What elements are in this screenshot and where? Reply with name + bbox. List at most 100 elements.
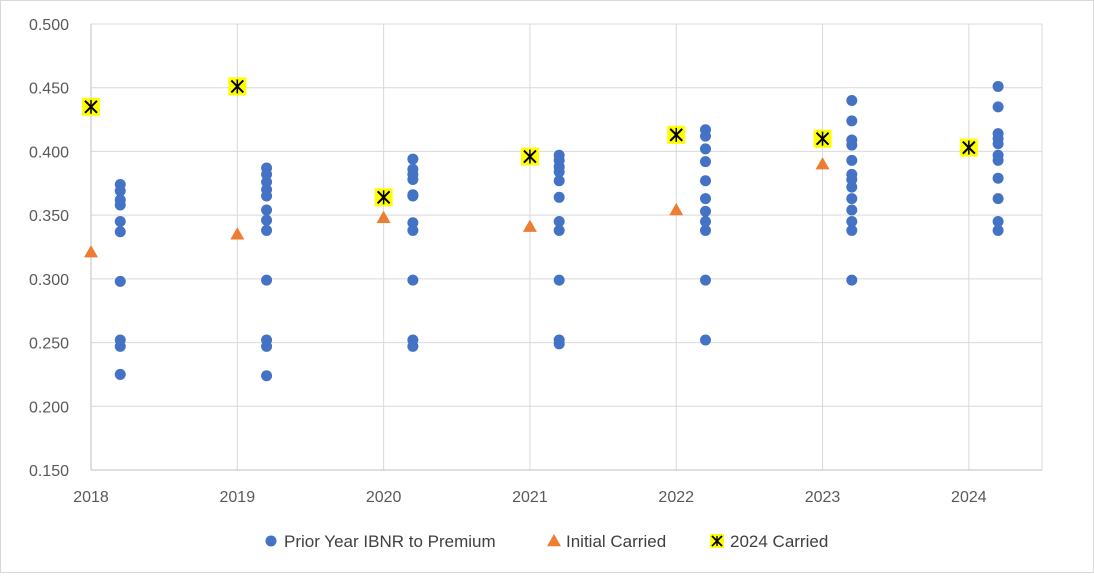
ibnr-point xyxy=(553,175,565,187)
x-tick-label: 2020 xyxy=(366,489,402,506)
initial-carried-point xyxy=(376,210,391,223)
series-carried-2024 xyxy=(82,77,978,207)
ibnr-point xyxy=(114,368,126,380)
ibnr-point xyxy=(699,334,711,346)
series-initial-carried xyxy=(84,157,830,258)
x-tick-label: 2018 xyxy=(73,489,109,506)
ibnr-point xyxy=(261,204,273,216)
ibnr-point xyxy=(407,217,419,229)
ibnr-point xyxy=(846,193,858,205)
ibnr-point xyxy=(407,173,419,185)
ibnr-point xyxy=(846,181,858,193)
ibnr-point xyxy=(992,101,1004,113)
legend-item: Prior Year IBNR to Premium xyxy=(265,532,496,551)
carried-2024-point xyxy=(228,77,247,96)
y-tick-label: 0.500 xyxy=(29,17,69,34)
legend-circle-icon xyxy=(265,535,277,547)
ibnr-point xyxy=(699,193,711,205)
ibnr-point xyxy=(553,216,565,228)
y-tick-label: 0.150 xyxy=(29,463,69,480)
ibnr-point xyxy=(261,176,273,188)
ibnr-point xyxy=(699,175,711,187)
x-tick-label: 2024 xyxy=(951,489,987,506)
ibnr-point xyxy=(114,275,126,287)
ibnr-point xyxy=(407,190,419,202)
initial-carried-point xyxy=(815,157,830,170)
ibnr-point xyxy=(114,216,126,228)
ibnr-point xyxy=(699,205,711,217)
ibnr-point xyxy=(992,154,1004,166)
ibnr-point xyxy=(699,224,711,236)
legend-label: Initial Carried xyxy=(566,532,666,551)
ibnr-point xyxy=(699,143,711,155)
ibnr-point xyxy=(261,224,273,236)
ibnr-point xyxy=(553,274,565,286)
ibnr-point xyxy=(699,156,711,168)
carried-2024-point xyxy=(82,97,100,116)
initial-carried-point xyxy=(84,245,98,258)
carried-2024-point xyxy=(959,138,978,157)
legend-label: 2024 Carried xyxy=(730,532,828,551)
ibnr-point xyxy=(846,274,858,286)
ibnr-point xyxy=(846,216,858,228)
ibnr-point xyxy=(407,153,419,165)
initial-carried-point xyxy=(230,227,245,240)
ibnr-point xyxy=(992,216,1004,228)
x-tick-label: 2022 xyxy=(658,489,694,506)
ibnr-point xyxy=(992,138,1004,150)
carried-2024-point xyxy=(667,125,686,144)
ibnr-point xyxy=(553,191,565,203)
carried-2024-point xyxy=(520,147,539,166)
ibnr-point xyxy=(992,193,1004,205)
ibnr-point xyxy=(846,94,858,106)
ibnr-point xyxy=(992,172,1004,184)
ibnr-point xyxy=(114,199,126,211)
ibnr-point xyxy=(553,224,565,236)
y-tick-label: 0.350 xyxy=(29,208,69,225)
ibnr-point xyxy=(261,168,273,180)
ibnr-point xyxy=(114,226,126,238)
ibnr-point xyxy=(846,139,858,151)
ibnr-point xyxy=(699,216,711,228)
ibnr-point xyxy=(553,338,565,350)
ibnr-point xyxy=(846,224,858,236)
initial-carried-point xyxy=(522,219,537,232)
ibnr-point xyxy=(699,130,711,142)
ibnr-point xyxy=(407,224,419,236)
y-tick-label: 0.450 xyxy=(29,81,69,98)
data-series xyxy=(82,77,1004,382)
x-tick-label: 2023 xyxy=(805,489,841,506)
y-tick-label: 0.200 xyxy=(29,399,69,416)
ibnr-point xyxy=(407,274,419,286)
x-tick-label: 2019 xyxy=(220,489,256,506)
gridlines xyxy=(91,23,1043,470)
x-tick-label: 2021 xyxy=(512,489,548,506)
series-ibnr xyxy=(114,80,1004,382)
ibnr-point xyxy=(846,115,858,127)
ibnr-point xyxy=(992,224,1004,236)
ibnr-point xyxy=(846,204,858,216)
initial-carried-point xyxy=(669,203,684,216)
carried-2024-point xyxy=(374,188,393,207)
axes: 0.500 0.450 0.400 0.350 0.300 0.250 0.200 0.150… xyxy=(29,17,1042,506)
ibnr-point xyxy=(407,340,419,352)
y-tick-label: 0.250 xyxy=(29,336,69,353)
ibnr-point xyxy=(846,154,858,166)
ibnr-point xyxy=(699,274,711,286)
ibnr-point xyxy=(261,274,273,286)
ibnr-point xyxy=(261,190,273,202)
legend-item: Initial Carried xyxy=(547,532,666,551)
legend-item: 2024 Carried xyxy=(710,532,828,551)
carried-2024-point xyxy=(813,129,832,148)
legend: Prior Year IBNR to Premium Initial Carrie… xyxy=(265,532,828,551)
legend-label: Prior Year IBNR to Premium xyxy=(284,532,496,551)
ibnr-point xyxy=(261,370,273,382)
y-tick-label: 0.300 xyxy=(29,272,69,289)
ibnr-point xyxy=(114,340,126,352)
legend-triangle-icon xyxy=(547,534,561,547)
ibnr-point xyxy=(992,80,1004,92)
ibnr-point xyxy=(261,340,273,352)
y-tick-label: 0.400 xyxy=(29,144,69,161)
